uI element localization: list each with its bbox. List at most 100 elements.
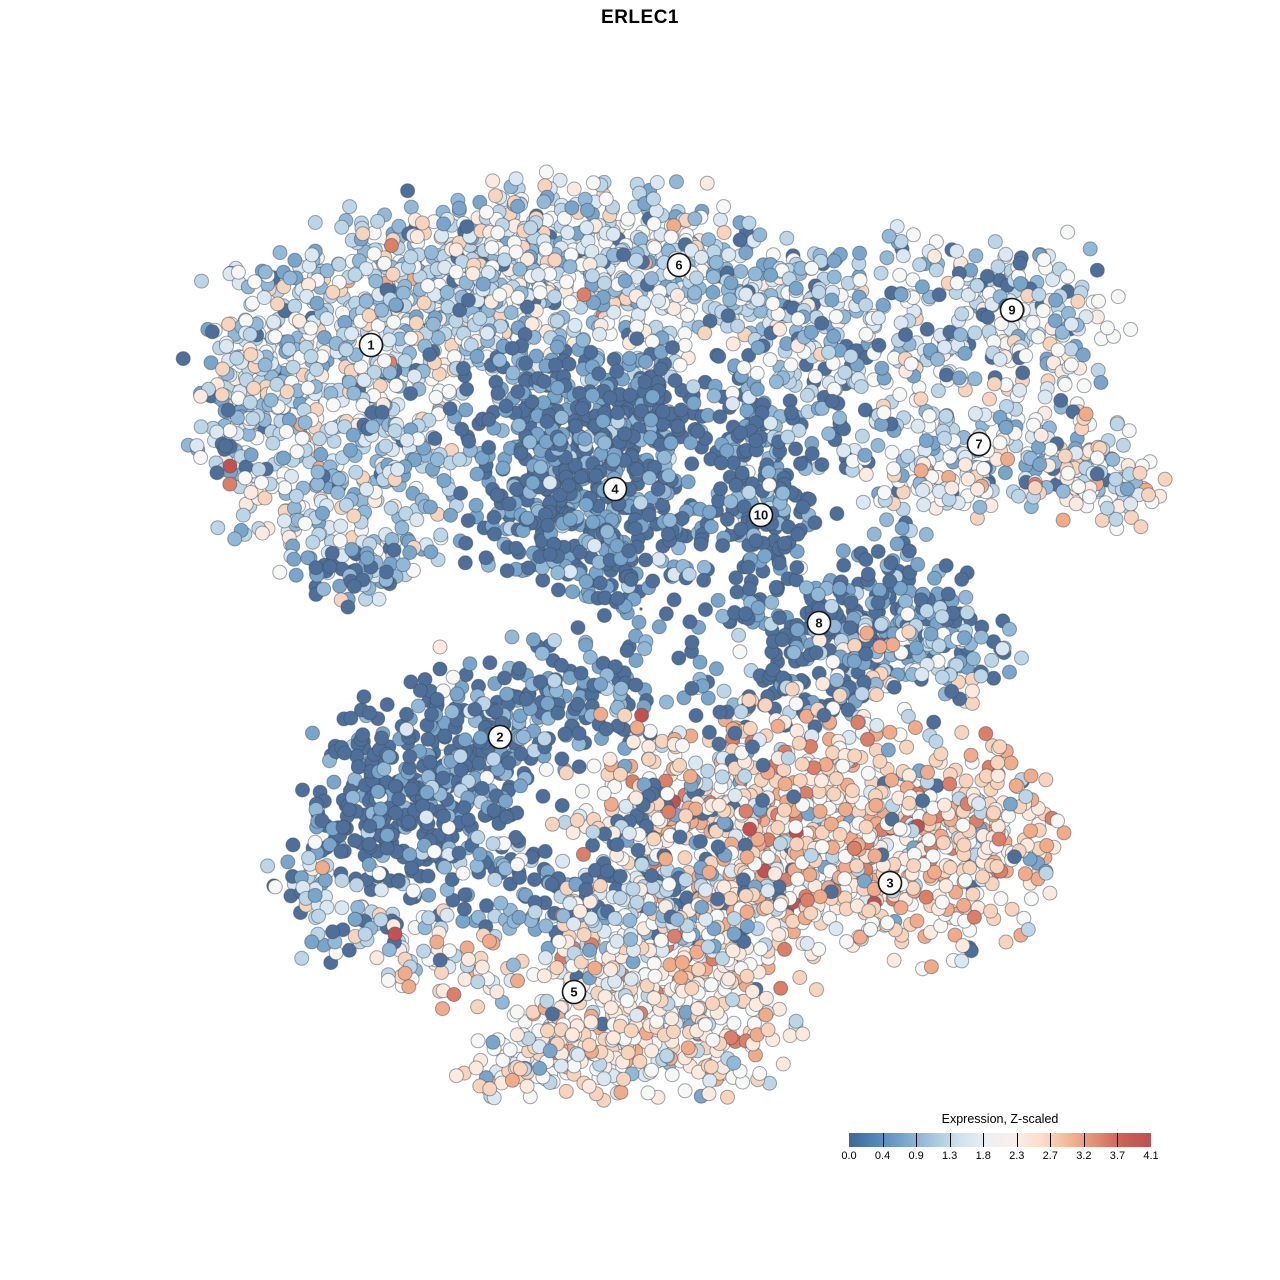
data-point	[549, 339, 565, 355]
data-point	[779, 230, 795, 246]
data-point	[826, 328, 842, 344]
data-point	[915, 482, 931, 498]
data-point	[858, 646, 874, 662]
data-point	[772, 610, 787, 626]
data-point	[967, 371, 983, 387]
data-point	[287, 298, 303, 314]
data-point	[713, 455, 729, 471]
data-point	[429, 691, 445, 707]
data-point	[315, 505, 330, 521]
data-point	[926, 570, 942, 586]
data-point	[716, 225, 732, 241]
data-point	[881, 228, 897, 244]
data-point	[285, 837, 301, 853]
data-point	[1060, 269, 1076, 285]
data-point	[524, 316, 540, 332]
data-point	[546, 633, 562, 648]
data-point	[1000, 451, 1016, 467]
data-point	[901, 768, 917, 784]
data-point	[661, 468, 677, 484]
data-point	[532, 285, 548, 301]
data-point	[895, 248, 911, 264]
data-point	[562, 259, 578, 275]
data-point	[550, 565, 566, 581]
data-point	[422, 499, 438, 515]
data-point	[832, 410, 848, 426]
data-point	[956, 630, 972, 646]
data-point	[1031, 287, 1047, 303]
data-point	[399, 721, 414, 737]
data-point	[606, 304, 622, 320]
data-point	[854, 428, 870, 444]
data-point	[1064, 316, 1079, 332]
data-point	[215, 361, 231, 377]
data-point	[423, 544, 439, 560]
data-point	[437, 728, 453, 744]
data-point	[1042, 885, 1058, 901]
data-point	[510, 384, 526, 400]
data-point	[337, 745, 353, 761]
data-point	[907, 720, 923, 736]
data-point	[429, 452, 445, 467]
data-point	[964, 683, 980, 699]
data-point	[660, 526, 676, 542]
data-point	[588, 468, 604, 484]
data-point	[993, 891, 1009, 907]
data-point	[712, 409, 728, 425]
data-point	[733, 264, 749, 279]
data-point	[663, 229, 679, 245]
data-point	[536, 194, 552, 210]
data-point	[230, 264, 246, 280]
data-point	[970, 481, 985, 497]
data-point	[254, 525, 270, 541]
data-point	[836, 557, 852, 573]
data-point	[761, 477, 777, 493]
data-point	[254, 475, 269, 490]
data-point	[832, 687, 848, 703]
data-point	[967, 325, 983, 341]
data-point	[512, 870, 528, 885]
data-point	[910, 418, 926, 434]
data-point	[716, 683, 732, 699]
data-point	[454, 421, 470, 437]
data-point	[571, 725, 587, 741]
data-point	[671, 650, 687, 666]
data-point	[400, 183, 416, 199]
data-point	[651, 293, 666, 309]
data-point	[622, 350, 637, 366]
data-point	[355, 727, 371, 743]
data-point	[388, 805, 403, 821]
data-point	[578, 497, 594, 513]
data-point	[791, 735, 807, 751]
data-point	[381, 749, 397, 764]
data-point	[869, 717, 885, 733]
data-point	[303, 349, 319, 364]
data-point	[768, 374, 784, 390]
data-point	[686, 395, 702, 411]
data-point	[303, 320, 319, 336]
data-point	[567, 317, 583, 333]
data-point	[416, 295, 432, 311]
data-point	[788, 280, 804, 296]
data-point	[1133, 519, 1149, 535]
data-point	[456, 800, 472, 816]
data-point	[497, 670, 512, 686]
data-point	[636, 295, 652, 311]
data-point	[1036, 252, 1052, 268]
data-point	[374, 302, 389, 318]
data-point	[511, 660, 527, 676]
data-point	[512, 261, 528, 277]
data-point	[443, 507, 458, 523]
data-point	[893, 287, 909, 302]
data-point	[479, 325, 495, 341]
data-point	[795, 499, 811, 515]
data-point	[453, 485, 469, 501]
data-point	[347, 833, 363, 848]
data-point	[942, 449, 958, 465]
data-point	[335, 819, 351, 835]
data-point	[1014, 650, 1029, 666]
data-point	[908, 640, 924, 656]
data-point	[408, 315, 424, 331]
data-point	[535, 788, 551, 804]
data-point	[592, 326, 607, 342]
